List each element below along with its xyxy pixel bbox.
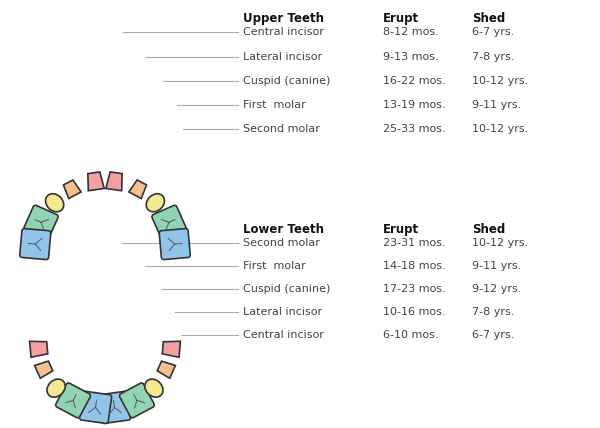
Text: 13-19 mos.: 13-19 mos. [383,100,446,110]
Ellipse shape [146,194,164,212]
Text: Erupt: Erupt [383,12,419,25]
Text: 25-33 mos.: 25-33 mos. [383,124,446,134]
Text: 10-12 yrs.: 10-12 yrs. [472,76,528,86]
Text: Second molar: Second molar [243,238,320,248]
Text: First  molar: First molar [243,261,306,271]
FancyBboxPatch shape [24,205,58,239]
Polygon shape [106,172,122,191]
Ellipse shape [47,379,65,397]
Text: 17-23 mos.: 17-23 mos. [383,284,446,294]
Polygon shape [157,361,175,378]
FancyBboxPatch shape [159,229,190,259]
FancyBboxPatch shape [119,383,154,418]
Text: 6-7 yrs.: 6-7 yrs. [472,27,514,37]
Text: Lower Teeth: Lower Teeth [243,223,324,236]
Text: 9-11 yrs.: 9-11 yrs. [472,261,521,271]
Text: 10-12 yrs.: 10-12 yrs. [472,238,528,248]
Polygon shape [29,341,48,357]
FancyBboxPatch shape [152,205,186,239]
Text: Cuspid (canine): Cuspid (canine) [243,284,331,294]
Text: Shed: Shed [472,12,505,25]
Text: Central incisor: Central incisor [243,27,324,37]
Text: 9-11 yrs.: 9-11 yrs. [472,100,521,110]
Polygon shape [35,361,53,378]
Text: Upper Teeth: Upper Teeth [243,12,324,25]
Ellipse shape [145,379,163,397]
Text: 6-7 yrs.: 6-7 yrs. [472,330,514,340]
Text: 9-13 mos.: 9-13 mos. [383,52,439,62]
Text: 9-12 yrs.: 9-12 yrs. [472,284,521,294]
Text: Erupt: Erupt [383,223,419,236]
Text: 7-8 yrs.: 7-8 yrs. [472,307,514,317]
Text: Lateral incisor: Lateral incisor [243,52,322,62]
FancyBboxPatch shape [79,391,112,423]
Text: 10-16 mos.: 10-16 mos. [383,307,445,317]
Text: 8-12 mos.: 8-12 mos. [383,27,439,37]
Text: 7-8 yrs.: 7-8 yrs. [472,52,514,62]
Polygon shape [129,180,146,199]
Polygon shape [88,172,104,191]
Text: 6-10 mos.: 6-10 mos. [383,330,439,340]
FancyBboxPatch shape [20,229,51,259]
Text: Second molar: Second molar [243,124,320,134]
Text: Central incisor: Central incisor [243,330,324,340]
Text: Cuspid (canine): Cuspid (canine) [243,76,331,86]
Ellipse shape [46,194,64,212]
Polygon shape [64,180,81,199]
Text: 23-31 mos.: 23-31 mos. [383,238,446,248]
Polygon shape [162,341,181,357]
Text: First  molar: First molar [243,100,306,110]
FancyBboxPatch shape [56,383,91,418]
FancyBboxPatch shape [98,391,131,423]
Text: Lateral incisor: Lateral incisor [243,307,322,317]
Text: 16-22 mos.: 16-22 mos. [383,76,446,86]
Text: Shed: Shed [472,223,505,236]
Text: 10-12 yrs.: 10-12 yrs. [472,124,528,134]
Text: 14-18 mos.: 14-18 mos. [383,261,446,271]
